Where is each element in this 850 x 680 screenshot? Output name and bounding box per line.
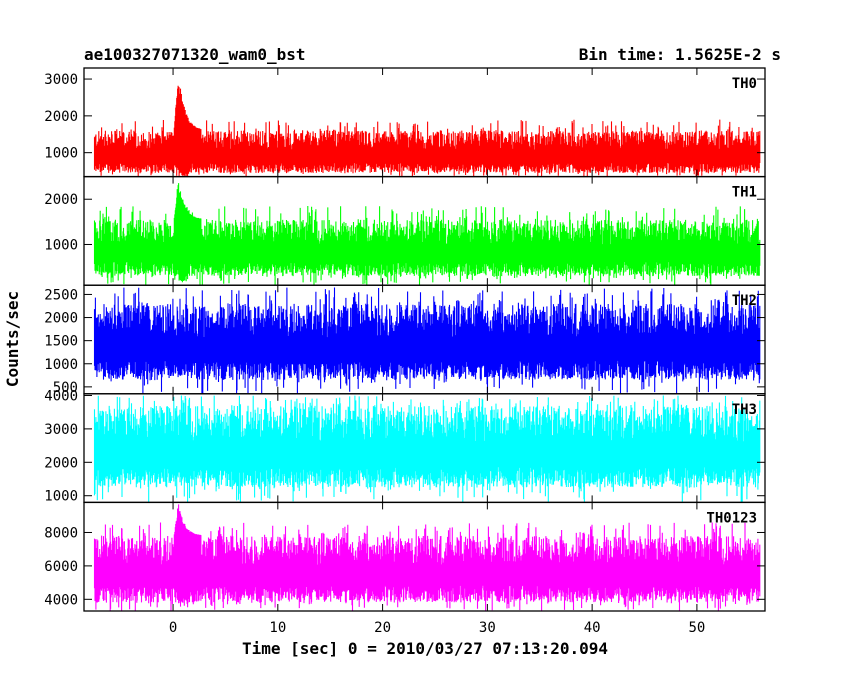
series-th0 bbox=[93, 85, 761, 177]
panel-label: TH0123 bbox=[706, 510, 757, 526]
y-tick-label: 2000 bbox=[44, 311, 78, 327]
y-tick-label: 2000 bbox=[44, 192, 78, 208]
y-tick-label: 2500 bbox=[44, 287, 78, 303]
y-tick-label: 4000 bbox=[44, 592, 78, 608]
y-tick-label: 1000 bbox=[44, 489, 78, 505]
panel-th2: 500 1000 1500 2000 2500 TH2 bbox=[44, 284, 766, 396]
y-tick-label: 1000 bbox=[44, 146, 78, 162]
y-tick-label: 3000 bbox=[44, 422, 78, 438]
panel-th1: 1000 2000 TH1 bbox=[44, 175, 766, 286]
y-tick-label: 2000 bbox=[44, 455, 78, 471]
y-tick-label: 6000 bbox=[44, 559, 78, 575]
panel-frame bbox=[83, 501, 766, 612]
panel-th0123: 4000 6000 8000 TH0123 bbox=[44, 501, 766, 612]
series-th2 bbox=[93, 287, 761, 394]
panel-label: TH0 bbox=[732, 76, 757, 92]
x-axis-label: Time [sec] 0 = 2010/03/27 07:13:20.094 bbox=[242, 639, 608, 658]
chart-title: ae100327071320_wam0_bst bbox=[84, 45, 306, 64]
panel-label: TH3 bbox=[732, 402, 757, 418]
y-tick-label: 2000 bbox=[44, 109, 78, 125]
panel-label: TH1 bbox=[732, 185, 757, 201]
series-th3 bbox=[93, 395, 761, 503]
y-axis-label: Counts/sec bbox=[3, 291, 22, 387]
y-tick-label: 1000 bbox=[44, 357, 78, 373]
panel-th0: 1000 2000 3000 TH0 bbox=[44, 67, 766, 178]
x-tick-label: 0 bbox=[169, 620, 177, 636]
x-tick-label: 40 bbox=[584, 620, 601, 636]
series-th0123 bbox=[93, 504, 761, 611]
panel-label: TH2 bbox=[732, 293, 757, 309]
x-tick-label: 30 bbox=[479, 620, 496, 636]
y-tick-label: 4000 bbox=[44, 388, 78, 404]
x-tick-label: 50 bbox=[688, 620, 705, 636]
y-tick-label: 3000 bbox=[44, 72, 78, 88]
series-th1 bbox=[93, 183, 761, 286]
y-tick-label: 1000 bbox=[44, 237, 78, 253]
bin-time-label: Bin time: 1.5625E-2 s bbox=[579, 45, 781, 64]
y-tick-label: 500 bbox=[53, 380, 78, 396]
x-tick-label: 10 bbox=[269, 620, 286, 636]
x-tick-label: 20 bbox=[374, 620, 391, 636]
panel-th3: 1000 2000 3000 4000 TH3 bbox=[44, 388, 766, 505]
y-tick-label: 8000 bbox=[44, 525, 78, 541]
y-tick-label: 1500 bbox=[44, 334, 78, 350]
